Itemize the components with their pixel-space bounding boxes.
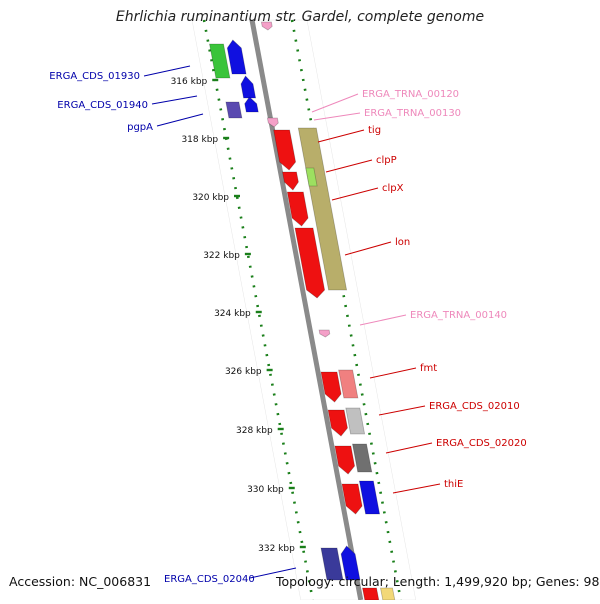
gene-clpx	[286, 191, 309, 227]
feature-label: ERGA_CDS_01940	[57, 100, 148, 111]
tick-label: 330 kbp	[247, 485, 284, 495]
feature-label: ERGA_TRNA_00130	[364, 108, 461, 119]
feature-label: ERGA_CDS_02040	[164, 574, 255, 585]
tick-label: 328 kbp	[236, 426, 273, 436]
gene-thie-blue	[358, 480, 381, 515]
label-leader-line	[392, 483, 441, 494]
feature-label: pgpA	[127, 122, 153, 133]
tick-label: 318 kbp	[181, 135, 218, 145]
label-leader-line	[378, 405, 426, 416]
gene-erga-cds-01940b	[244, 96, 259, 113]
label-leader-line	[344, 241, 392, 256]
gene-erga-trna-00140	[318, 329, 331, 338]
gene-clpp	[282, 171, 299, 191]
gene-bottom-red	[362, 587, 380, 601]
gene-thie	[341, 483, 363, 515]
genome-stats-text: Topology: circular; Length: 1,499,920 bp…	[276, 574, 600, 589]
gene-erga-cds-02040	[320, 547, 344, 581]
tick-label: 332 kbp	[258, 544, 295, 554]
accession-text: Accession: NC_006831	[9, 574, 152, 589]
tick-label: 316 kbp	[171, 77, 208, 87]
label-leader-line	[331, 187, 379, 201]
backbone-line	[249, 19, 364, 601]
label-leader-line	[311, 93, 359, 113]
label-leader-line	[313, 112, 361, 121]
tick-label: 326 kbp	[225, 367, 262, 377]
feature-label: clpX	[382, 183, 404, 194]
label-leader-line	[156, 113, 204, 127]
feature-label: ERGA_CDS_02010	[429, 401, 520, 412]
feature-label: tig	[368, 125, 381, 136]
feature-label: clpP	[376, 155, 397, 166]
gene-erga-cds-02010	[327, 409, 348, 437]
feature-label: ERGA_CDS_01930	[49, 71, 140, 82]
gene-erga-trna-00120	[260, 21, 273, 31]
gene-erga-cds-02020-dark	[352, 443, 373, 473]
feature-label: ERGA_TRNA_00140	[410, 310, 507, 321]
gene-bottom-yellow	[380, 587, 396, 601]
gene-erga-cds-02040-arrow	[340, 545, 361, 581]
outer-tick-ring	[290, 19, 403, 601]
gene-layer	[209, 21, 396, 601]
label-leader-line	[143, 65, 191, 77]
label-layer: ERGA_CDS_01930 ERGA_CDS_01940 pgpA ERGA_TRN…	[49, 65, 527, 585]
label-leader-line	[325, 159, 373, 173]
feature-label: fmt	[420, 363, 437, 374]
gene-tig	[273, 129, 297, 171]
map-title: Ehrlichia ruminantium str. Gardel, compl…	[115, 9, 485, 25]
feature-label: thiE	[444, 479, 463, 490]
tick-layer: 316 kbp 318 kbp 320 kbp 322 kbp 324 kbp 326 k…	[171, 77, 306, 554]
label-leader-line	[385, 442, 433, 454]
label-leader-line	[151, 95, 198, 105]
gene-band-lime	[305, 167, 318, 187]
gene-erga-cds-02020	[334, 445, 356, 475]
gene-lon	[294, 227, 326, 299]
label-leader-line	[249, 567, 297, 579]
gene-pgpa	[225, 101, 243, 119]
feature-label: ERGA_CDS_02020	[436, 438, 527, 449]
inner-tick-ring	[202, 19, 315, 601]
tick-label: 320 kbp	[192, 193, 229, 203]
gene-erga-trna-00130	[266, 117, 279, 128]
gene-erga-cds-01930	[209, 43, 231, 79]
tick-label: 322 kbp	[203, 251, 240, 261]
gene-erga-cds-01930-arrow	[226, 39, 247, 75]
feature-label: ERGA_TRNA_00120	[362, 89, 459, 100]
gene-erga-cds-01940	[240, 75, 257, 99]
label-leader-line	[369, 367, 417, 379]
gene-fmt	[320, 371, 342, 403]
gene-erga-cds-02010-grey	[345, 407, 366, 435]
label-leader-line	[359, 314, 407, 326]
gene-fmt-light	[338, 369, 359, 399]
label-leader-line	[317, 129, 365, 143]
feature-label: lon	[395, 237, 410, 248]
tick-label: 324 kbp	[214, 309, 251, 319]
